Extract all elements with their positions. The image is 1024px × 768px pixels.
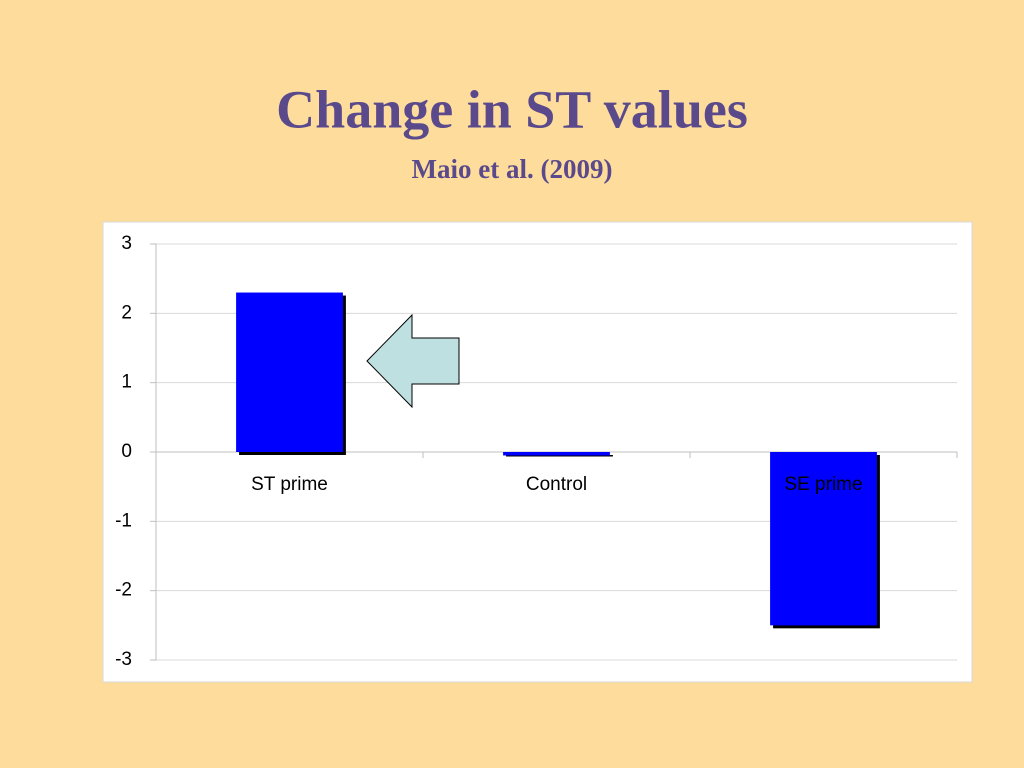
y-tick-label: -1 xyxy=(115,510,132,531)
x-tick-label: Control xyxy=(526,474,587,495)
chart-title: Change in ST values xyxy=(276,79,748,139)
plot: -3 -2 -1 0 1 2 3 ST prime Control SE prime xyxy=(115,233,958,670)
y-tick-label: 1 xyxy=(121,372,132,393)
bar xyxy=(503,452,610,456)
arrow xyxy=(366,313,460,409)
bar xyxy=(236,292,343,452)
chart-subtitle: Maio et al. (2009) xyxy=(412,154,613,184)
y-tick-label: 0 xyxy=(121,441,132,462)
x-tick-label: SE prime xyxy=(784,474,862,495)
y-tick-label: 2 xyxy=(121,302,132,323)
bar xyxy=(770,452,877,626)
y-tick-label: -3 xyxy=(115,649,132,670)
y-tick-label: 3 xyxy=(121,233,132,254)
x-tick-label: ST prime xyxy=(251,474,328,495)
y-tick-label: -2 xyxy=(115,580,132,601)
